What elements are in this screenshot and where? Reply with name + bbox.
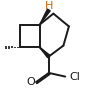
Polygon shape	[40, 9, 50, 25]
Text: O: O	[27, 77, 35, 87]
Polygon shape	[40, 47, 50, 58]
Text: Cl: Cl	[69, 72, 80, 82]
Text: H: H	[45, 1, 53, 11]
